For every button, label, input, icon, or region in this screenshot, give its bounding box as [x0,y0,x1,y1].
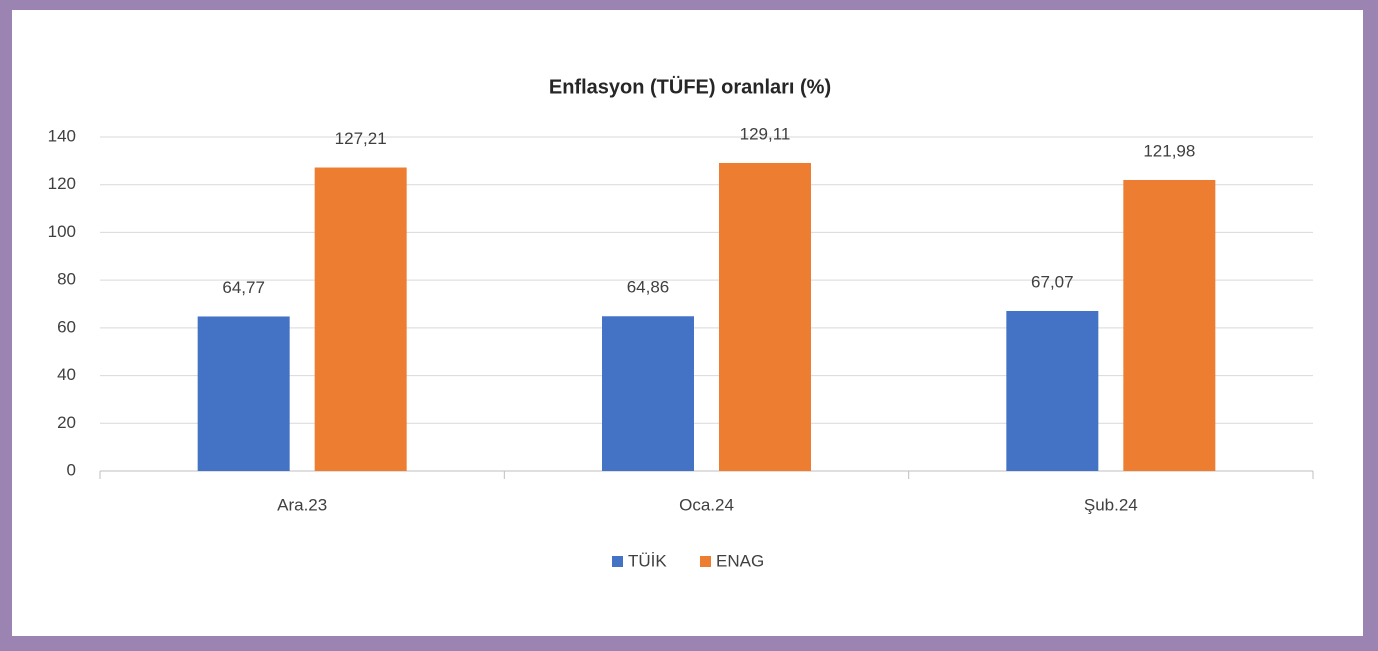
y-tick-label: 100 [48,222,76,241]
y-tick-label: 60 [57,317,76,336]
legend-swatch [700,556,711,567]
x-tick-label: Şub.24 [1084,495,1138,514]
data-label: 64,86 [627,278,670,297]
chart-title: Enflasyon (TÜFE) oranları (%) [549,75,831,98]
data-label: 67,07 [1031,272,1074,291]
y-tick-label: 0 [67,460,76,479]
legend-swatch [612,556,623,567]
legend-label: TÜİK [628,551,667,570]
x-tick-label: Oca.24 [679,495,734,514]
x-tick-label: Ara.23 [277,495,327,514]
data-label: 64,77 [222,278,265,297]
legend-label: ENAG [716,551,764,570]
y-tick-label: 120 [48,174,76,193]
y-tick-label: 20 [57,413,76,432]
y-tick-label: 80 [57,270,76,289]
bar [602,316,694,471]
bar [719,162,811,472]
bar [197,316,290,471]
bar [1006,310,1099,471]
bar [1123,179,1216,471]
y-tick-label: 140 [48,126,76,145]
y-tick-label: 40 [57,365,76,384]
data-label: 127,21 [335,129,387,148]
data-label: 121,98 [1143,141,1195,160]
bar [314,167,407,471]
data-label: 129,11 [740,124,791,143]
